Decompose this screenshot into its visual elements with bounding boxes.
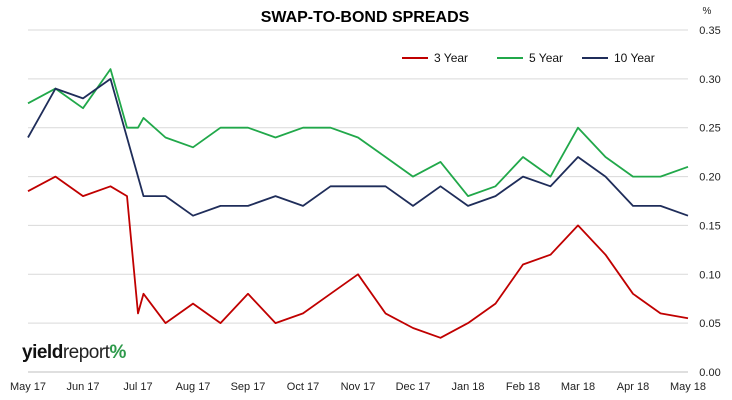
y-tick-label: 0.20 xyxy=(699,172,720,184)
y-tick-label: 0.30 xyxy=(699,74,720,86)
x-tick-label: Mar 18 xyxy=(561,381,595,393)
y-tick-label: 0.15 xyxy=(699,220,720,232)
chart-title: SWAP-TO-BOND SPREADS xyxy=(261,9,470,26)
y-tick-label: 0.35 xyxy=(699,25,720,37)
x-tick-label: Jan 18 xyxy=(451,381,484,393)
series-line-3-year xyxy=(27,175,689,339)
x-axis: May 17 Jun 17 Jul 17 Aug 17 Sep 17 Oct 17 Nov … xyxy=(10,371,706,393)
x-tick-label: Dec 17 xyxy=(396,381,431,393)
gridlines xyxy=(28,29,688,324)
series-line-5-year xyxy=(27,68,689,198)
x-tick-label: Nov 17 xyxy=(341,381,376,393)
y-unit-label: % xyxy=(703,6,712,17)
x-tick-label: May 18 xyxy=(670,381,706,393)
y-tick-label: 0.00 xyxy=(699,367,720,379)
y-tick-label: 0.05 xyxy=(699,318,720,330)
y-tick-label: 0.10 xyxy=(699,269,720,281)
series-lines xyxy=(27,68,689,339)
legend-label: 5 Year xyxy=(529,51,563,65)
y-tick-label: 0.25 xyxy=(699,123,720,135)
logo-report: report xyxy=(62,342,110,363)
x-tick-label: Feb 18 xyxy=(506,381,540,393)
x-tick-label: Apr 18 xyxy=(617,381,649,393)
yieldreport-logo: yieldreport% xyxy=(22,342,126,364)
legend-label: 3 Year xyxy=(434,51,468,65)
x-tick-label: Sep 17 xyxy=(231,381,266,393)
x-tick-label: Oct 17 xyxy=(287,381,319,393)
legend: 3 Year 5 Year 10 Year xyxy=(402,51,655,65)
logo-yield: yield xyxy=(22,342,63,363)
x-tick-label: Jul 17 xyxy=(123,381,152,393)
logo-percent: % xyxy=(109,342,126,363)
y-axis: 0.00 0.05 0.10 0.15 0.20 0.25 0.30 0.35 xyxy=(699,25,720,379)
x-tick-label: Aug 17 xyxy=(176,381,211,393)
legend-label: 10 Year xyxy=(614,51,655,65)
series-line-10-year xyxy=(27,78,689,217)
x-tick-label: Jun 17 xyxy=(66,381,99,393)
x-tick-label: May 17 xyxy=(10,381,46,393)
